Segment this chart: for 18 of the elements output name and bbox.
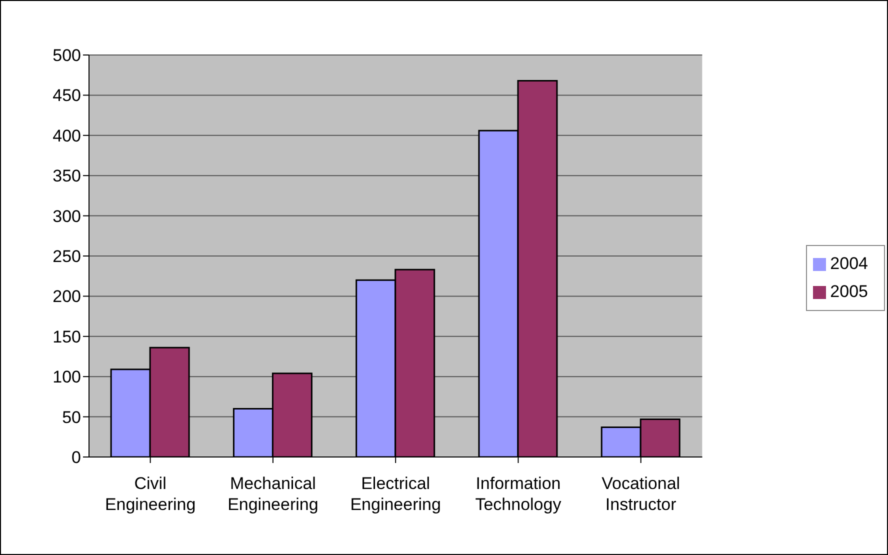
y-tick-label: 500 (52, 46, 81, 66)
y-tick-label: 450 (52, 86, 81, 106)
y-tick-label: 50 (62, 408, 81, 427)
y-tick-label: 250 (52, 247, 81, 266)
x-tick-label: Electrical Engineering (350, 474, 441, 514)
y-tick-label: 100 (52, 368, 81, 387)
x-tick-label: Information Technology (475, 474, 562, 514)
y-tick-label: 200 (52, 287, 81, 306)
legend-label: 2005 (830, 282, 868, 300)
y-tick-label: 300 (52, 206, 81, 226)
y-tick-label: 0 (72, 448, 81, 468)
x-tick-label: Vocational Instructor (602, 474, 680, 514)
y-tick-label: 400 (52, 126, 81, 146)
legend-label: 2004 (830, 254, 868, 272)
x-tick-label: Mechanical Engineering (228, 474, 318, 514)
x-tick-label: Civil Engineering (104, 474, 196, 514)
y-tick-label: 350 (52, 166, 81, 186)
y-tick-label: 150 (52, 327, 81, 346)
